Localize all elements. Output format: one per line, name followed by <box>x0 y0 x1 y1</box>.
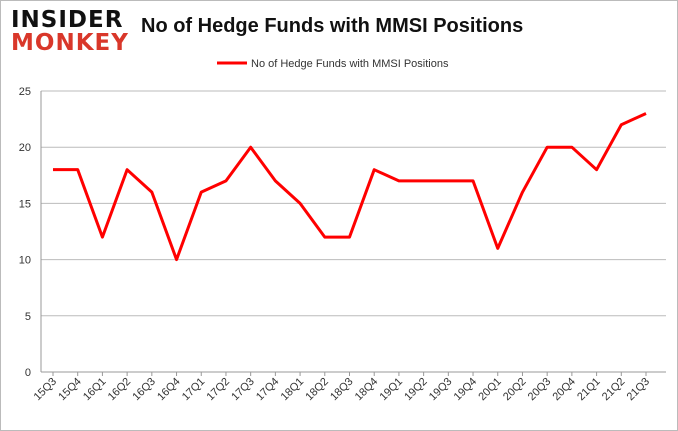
legend-label: No of Hedge Funds with MMSI Positions <box>251 58 449 70</box>
y-tick-label: 15 <box>19 198 31 210</box>
x-tick-label: 17Q2 <box>205 376 233 404</box>
x-tick-label: 16Q2 <box>106 376 134 404</box>
x-tick-label: 21Q1 <box>575 376 603 404</box>
x-tick-label: 21Q3 <box>625 376 653 404</box>
x-tick-label: 21Q2 <box>600 376 628 404</box>
x-tick-label: 20Q2 <box>501 376 529 404</box>
x-tick-label: 15Q3 <box>32 376 60 404</box>
x-tick-label: 20Q4 <box>550 376 578 404</box>
x-tick-label: 19Q2 <box>402 376 430 404</box>
series-line <box>53 112 647 262</box>
x-tick-label: 15Q4 <box>56 376 84 404</box>
x-tick-label: 16Q4 <box>155 376 183 404</box>
y-tick-label: 0 <box>25 367 31 379</box>
y-tick-label: 20 <box>19 142 31 154</box>
x-tick-label: 19Q1 <box>378 376 406 404</box>
x-tick-label: 18Q3 <box>328 376 356 404</box>
x-tick-label: 16Q3 <box>130 376 158 404</box>
x-tick-label: 18Q1 <box>279 376 307 404</box>
x-tick-label: 20Q1 <box>476 376 504 404</box>
x-tick-label: 20Q3 <box>526 376 554 404</box>
chart-title: No of Hedge Funds with MMSI Positions <box>141 15 524 37</box>
x-tick-label: 19Q3 <box>427 376 455 404</box>
x-tick-label: 18Q4 <box>353 376 381 404</box>
x-tick-label: 18Q2 <box>303 376 331 404</box>
y-tick-label: 25 <box>19 86 31 98</box>
logo-insider: INSIDER <box>11 7 124 33</box>
x-tick-label: 17Q4 <box>254 376 282 404</box>
y-tick-label: 10 <box>19 255 31 267</box>
x-tick-label: 17Q1 <box>180 376 208 404</box>
x-tick-label: 17Q3 <box>229 376 257 404</box>
x-tick-label: 19Q4 <box>452 376 480 404</box>
y-tick-label: 5 <box>25 311 31 323</box>
x-tick-label: 16Q1 <box>81 376 109 404</box>
logo-monkey: MONKEY <box>11 30 129 56</box>
